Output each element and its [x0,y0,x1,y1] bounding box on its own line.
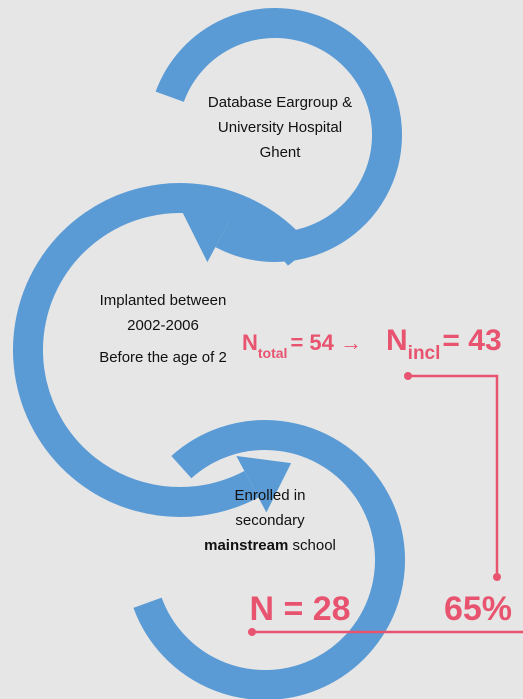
annotation: N = 28 [249,590,350,628]
node-text: Before the age of 2 [99,349,227,366]
node-text: secondary [235,512,305,529]
node-text: mainstream school [204,537,336,554]
annotation: 65% [444,590,512,628]
rings [13,8,405,699]
connector [408,374,499,577]
node-text: 2002-2006 [127,317,199,334]
ring-arrowhead [236,455,292,513]
connector-dot [404,372,412,380]
connector-dot [493,573,501,581]
subscript: incl [408,343,441,364]
ring-arc [133,420,405,699]
annotation-text: = 54 → [290,330,362,355]
symbol: N [242,330,258,355]
node-text: Database Eargroup & [208,94,352,111]
annotation: Nincl= 43 [386,324,502,364]
node-text: Enrolled in [235,487,306,504]
node-text: Ghent [260,144,302,161]
ring-arc [13,183,312,517]
annotation-text: = 43 [442,324,501,357]
annotation: Ntotal = 54 → [242,330,362,361]
node-text: Implanted between [100,292,227,309]
node-text: school [288,537,336,554]
subscript: total [258,345,288,361]
emphasis: mainstream [204,537,288,554]
node-text: University Hospital [218,119,342,136]
connector-dot [248,628,256,636]
symbol: N [386,324,408,357]
